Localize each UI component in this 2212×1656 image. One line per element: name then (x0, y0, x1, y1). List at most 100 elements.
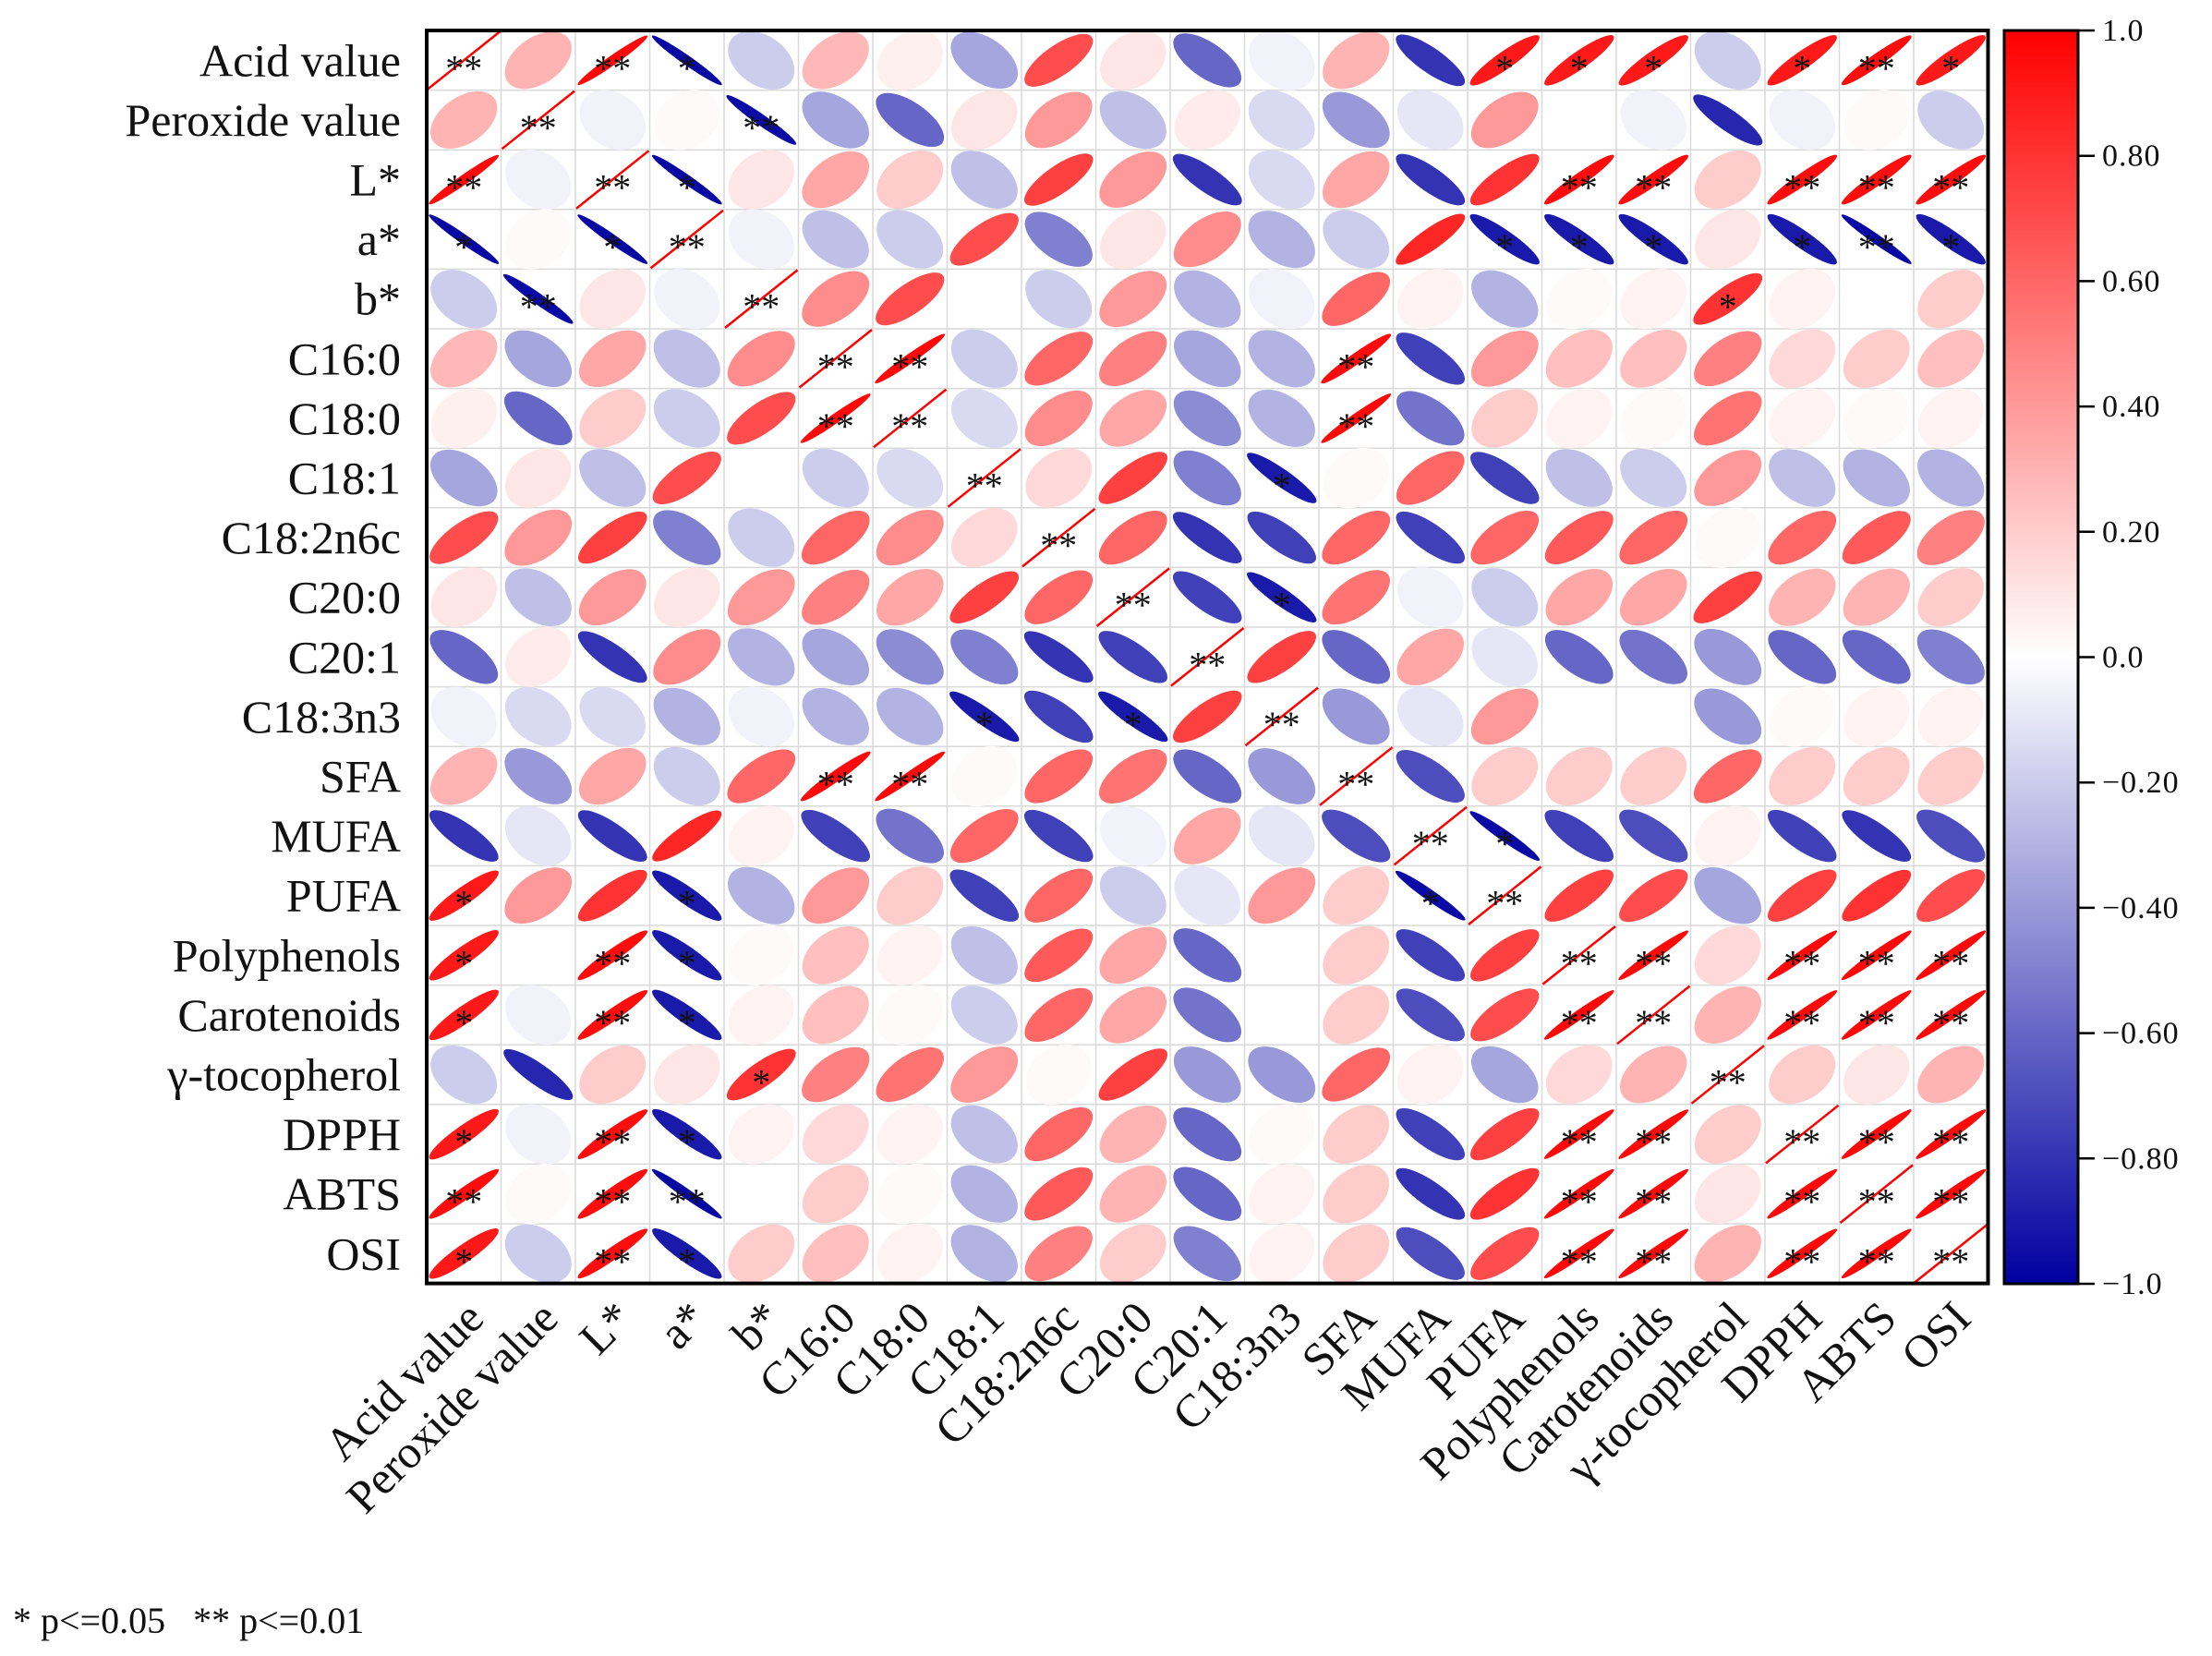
ellipse-carotenoids-peroxide-value (505, 985, 572, 1046)
row-label-b: b* (355, 273, 401, 325)
ellipse-l-c18-0 (876, 150, 944, 210)
ellipse-carotenoids-carotenoids (1616, 985, 1691, 1046)
ellipse-polyphenols-c20-0 (1099, 926, 1167, 985)
significance-mark: ** (1635, 1240, 1672, 1282)
ellipse-c20-0-c20-0 (1095, 567, 1170, 627)
ellipse-c18-3n3-c18-0 (876, 687, 944, 745)
significance-mark: ** (669, 1181, 706, 1223)
significance-mark: * (678, 1002, 696, 1044)
ellipse-c18-2n6c-c18-1 (950, 508, 1018, 568)
ellipse-c18-1-sfa (1323, 447, 1389, 509)
ellipse-c18-1-pufa (1469, 452, 1540, 504)
row-label-c16-0: C16:0 (288, 332, 401, 384)
significance-mark: * (454, 942, 473, 984)
ellipse-mufa-tocopherol (1695, 805, 1761, 866)
ellipse-c20-1-c18-2n6c (1023, 631, 1094, 683)
ellipse-osi-polyphenols (1543, 1228, 1614, 1279)
ellipse-c20-0-dpph (1769, 568, 1836, 626)
ellipse-tocopherol-c18-2n6c (1025, 1044, 1092, 1106)
ellipse-c20-1-c18-3n3 (1247, 631, 1317, 683)
ellipse-pufa-polyphenols (1544, 869, 1614, 922)
ellipse-carotenoids-acid-value (429, 989, 499, 1041)
ellipse-dpph-sfa (1323, 1105, 1390, 1164)
ellipse-c20-0-osi (1917, 568, 1985, 627)
ellipse-mufa-carotenoids (1619, 809, 1688, 863)
ellipse-l-carotenoids (1618, 154, 1689, 205)
ellipse-sfa-carotenoids (1620, 746, 1687, 806)
significance-mark: ** (1858, 942, 1895, 984)
ellipse-osi-acid-value (429, 1228, 499, 1279)
ellipse-b-osi (1917, 270, 1985, 329)
ellipse-tocopherol-polyphenols (1545, 1045, 1613, 1105)
significance-mark: ** (817, 345, 854, 387)
row-label-peroxide-value: Peroxide value (125, 94, 401, 146)
ellipse-mufa-a (652, 810, 722, 862)
ellipse-c18-2n6c-acid-value (429, 511, 499, 564)
ellipse-peroxide-value-dpph (1769, 90, 1835, 151)
significance-mark: ** (1783, 1121, 1820, 1163)
ellipse-sfa-c18-3n3 (1248, 748, 1316, 804)
ellipse-polyphenols-pufa (1469, 929, 1540, 982)
significance-mark: * (678, 1240, 696, 1282)
ellipse-dpph-peroxide-value (505, 1104, 572, 1165)
significance-mark: ** (1635, 1002, 1672, 1044)
ellipse-osi-dpph (1767, 1228, 1838, 1279)
ellipse-c18-2n6c-polyphenols (1544, 511, 1614, 564)
ellipse-c18-2n6c-sfa (1322, 510, 1391, 565)
ellipse-tocopherol-a (653, 1045, 720, 1105)
significance-mark: * (1941, 226, 1960, 268)
ellipse-c18-0-acid-value (430, 388, 497, 449)
ellipse-c18-2n6c-c18-3n3 (1247, 511, 1317, 564)
significance-mark: ** (1561, 1121, 1598, 1163)
ellipse-b-l (579, 269, 647, 329)
ellipse-carotenoids-osi (1916, 990, 1987, 1040)
significance-mark: * (454, 1240, 473, 1282)
ellipse-c18-1-tocopherol (1694, 450, 1762, 506)
ellipse-l-pufa (1469, 153, 1540, 206)
ellipse-polyphenols-mufa (1396, 929, 1466, 982)
ellipse-osi-c16-0 (802, 1224, 869, 1283)
ellipse-c18-0-osi (1917, 388, 1984, 449)
ellipse-c20-0-a (653, 567, 720, 627)
ellipse-c16-0-c18-3n3 (1248, 330, 1315, 388)
ellipse-pufa-c16-0 (802, 867, 870, 925)
plot-frame (425, 29, 1990, 1286)
ellipse-c18-2n6c-mufa (1396, 511, 1466, 564)
ellipse-mufa-dpph (1767, 809, 1837, 863)
significance-mark: ** (966, 465, 1003, 507)
ellipse-l-c18-3n3 (1248, 150, 1315, 210)
row-label-c18-2n6c: C18:2n6c (222, 512, 401, 563)
ellipse-mufa-abts (1842, 810, 1912, 862)
ellipse-osi-abts (1841, 1228, 1912, 1279)
ellipse-dpph-b (728, 1104, 794, 1165)
ellipse-pufa-b (728, 866, 795, 925)
ellipse-peroxide-value-c16-0 (802, 91, 870, 149)
ellipse-c20-0-acid-value (430, 567, 498, 627)
ellipse-acid-value-c20-1 (1173, 33, 1242, 88)
ellipse-peroxide-value-osi (1917, 91, 1985, 150)
significance-mark: ** (1932, 942, 1969, 984)
ellipse-c20-1-b (728, 628, 795, 686)
colorbar-tick-label: 0.40 (2102, 390, 2161, 424)
ellipse-c16-0-acid-value (430, 330, 498, 388)
significance-mark: ** (1486, 883, 1523, 925)
ellipse-polyphenols-osi (1916, 930, 1987, 981)
ellipse-sfa-c16-0 (800, 751, 871, 802)
ellipse-a-c18-0 (876, 210, 944, 269)
ellipse-osi-l (577, 1228, 648, 1279)
ellipse-tocopherol-mufa (1397, 1044, 1464, 1106)
ellipse-sfa-peroxide-value (504, 748, 573, 804)
ellipse-l-peroxide-value (505, 149, 572, 211)
ellipse-tocopherol-l (579, 1045, 647, 1105)
significance-mark: ** (594, 1121, 631, 1163)
ellipse-a-c18-2n6c (1024, 212, 1093, 267)
row-label-l: L* (349, 154, 401, 206)
row-label-tocopherol: γ-tocopherol (166, 1049, 401, 1101)
ellipse-c20-1-c18-0 (876, 629, 944, 685)
ellipse-dpph-pufa (1469, 1107, 1540, 1161)
row-label-c20-1: C20:1 (288, 631, 401, 683)
ellipse-c18-1-abts (1843, 449, 1910, 507)
ellipse-carotenoids-dpph (1767, 990, 1838, 1040)
ellipse-c20-0-tocopherol (1693, 571, 1763, 623)
